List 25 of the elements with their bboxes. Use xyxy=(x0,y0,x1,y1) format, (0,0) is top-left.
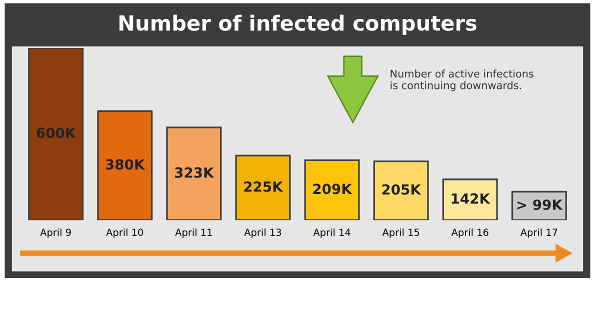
bar xyxy=(166,126,222,220)
x-tick-label: April 15 xyxy=(382,228,420,238)
bar xyxy=(442,178,498,220)
data-label: 142K xyxy=(452,193,490,204)
data-label: > 99K xyxy=(517,199,563,210)
x-tick-label: April 11 xyxy=(175,228,212,238)
bar xyxy=(373,160,429,220)
x-tick-label: April 16 xyxy=(451,228,488,238)
data-label: 600K xyxy=(36,128,76,138)
data-label: 380K xyxy=(106,159,146,170)
annotation: Number of active infections is continuing downwards. xyxy=(390,70,534,92)
x-tick-label: April 14 xyxy=(313,228,350,238)
x-tick-label: April 13 xyxy=(244,228,282,238)
data-label: 323K xyxy=(174,167,214,178)
x-tick-label: April 10 xyxy=(106,228,144,238)
data-label: 225K xyxy=(244,181,284,192)
data-label: 205K xyxy=(382,184,422,195)
bar xyxy=(235,154,291,220)
data-label: 209K xyxy=(313,184,352,194)
x-tick-label: April 17 xyxy=(520,228,558,238)
chart-title: Number of infected computers xyxy=(120,14,476,35)
bar xyxy=(304,159,360,220)
bar xyxy=(97,110,153,220)
bar xyxy=(28,48,84,220)
x-tick-label: April 9 xyxy=(40,228,71,238)
